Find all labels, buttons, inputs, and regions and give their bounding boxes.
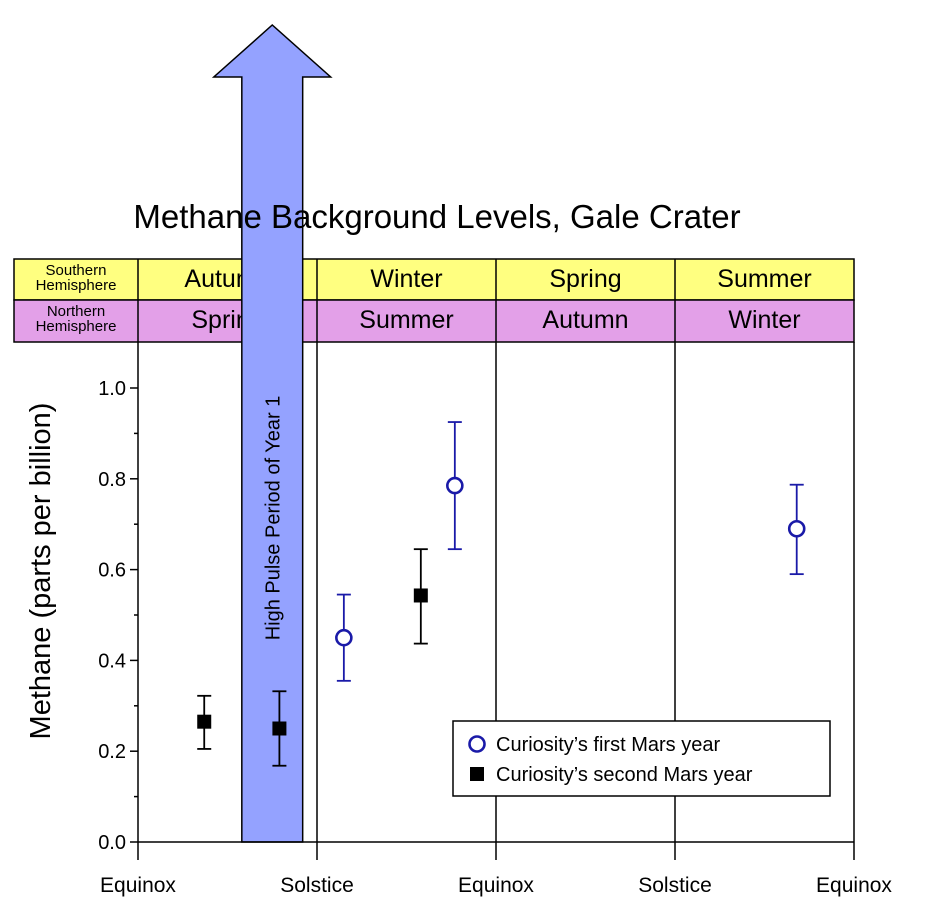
first-year-point [787, 519, 806, 538]
second-year-point [272, 721, 287, 736]
high-pulse-label: High Pulse Period of Year 1 [262, 396, 284, 641]
southern-hemisphere-label: Southern Hemisphere [36, 262, 117, 294]
x-tick-label: Solstice [280, 874, 354, 897]
northern-season-summer: Summer [359, 306, 453, 334]
y-tick-label: 0.6 [98, 560, 126, 582]
second-year-point [197, 714, 212, 729]
legend-label: Curiosity’s first Mars year [496, 734, 720, 756]
high-pulse-arrow: High Pulse Period of Year 1 [211, 23, 333, 843]
legend-marker-second-year [470, 767, 484, 781]
southern-season-spring: Spring [549, 265, 621, 293]
x-tick-label: Solstice [638, 874, 712, 897]
southern-hemisphere-label-line: Southern [46, 262, 107, 279]
x-tick-label: Equinox [458, 874, 534, 897]
y-tick-label: 1.0 [98, 378, 126, 400]
southern-hemisphere-label-line: Hemisphere [36, 277, 117, 294]
legend-box [452, 720, 831, 797]
y-tick-label: 0.0 [98, 832, 126, 854]
southern-season-winter: Winter [370, 265, 442, 293]
first-year-point [446, 476, 464, 495]
southern-season-summer: Summer [717, 265, 811, 293]
high-pulse-arrow-shape [211, 23, 333, 843]
y-axis-label: Methane (parts per billion) [25, 403, 57, 740]
chart-title: Methane Background Levels, Gale Crater [133, 198, 740, 235]
southern-season-band [13, 258, 855, 301]
legend-marker-first-year [468, 735, 486, 753]
data-marks [197, 421, 806, 767]
x-tick-label: Equinox [100, 874, 176, 897]
northern-hemisphere-label-line: Hemisphere [36, 318, 117, 335]
x-tick-label: Equinox [816, 874, 892, 897]
northern-season-band [13, 299, 855, 343]
y-tick-label: 0.8 [98, 469, 126, 491]
y-tick-label: 0.4 [98, 650, 126, 672]
second-year-point [413, 588, 428, 603]
northern-season-winter: Winter [728, 306, 800, 334]
legend: Curiosity’s first Mars year Curiosity’s s… [452, 720, 831, 797]
y-tick-label: 0.2 [98, 741, 126, 763]
northern-season-autumn: Autumn [542, 306, 628, 334]
legend-label: Curiosity’s second Mars year [496, 764, 753, 786]
northern-hemisphere-label-line: Northern [47, 303, 105, 320]
axes: 0.0 0.2 0.4 0.6 0.8 1.0 Equinox Solstice Equinox… [98, 378, 892, 897]
first-year-point [335, 628, 353, 647]
northern-hemisphere-label: Northern Hemisphere [36, 303, 117, 335]
